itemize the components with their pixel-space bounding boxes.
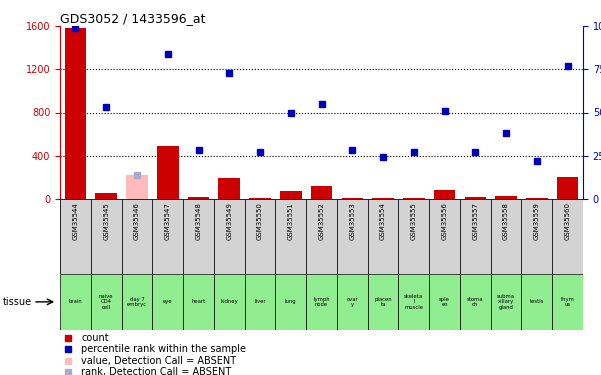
- Text: GSM35560: GSM35560: [564, 202, 570, 240]
- Bar: [495, 196, 517, 199]
- Text: heart: heart: [191, 299, 206, 304]
- Text: brain: brain: [69, 299, 82, 304]
- Bar: [372, 198, 394, 199]
- Bar: [557, 177, 578, 199]
- Text: skeleta
l
muscle: skeleta l muscle: [404, 294, 423, 310]
- Bar: [65, 28, 87, 199]
- Text: GSM35551: GSM35551: [288, 202, 294, 240]
- Bar: [153, 199, 183, 274]
- Bar: [368, 199, 398, 274]
- Bar: [219, 178, 240, 199]
- Text: GSM35548: GSM35548: [195, 202, 201, 240]
- Bar: [91, 199, 121, 274]
- Text: GSM35547: GSM35547: [165, 202, 171, 240]
- Text: GSM35557: GSM35557: [472, 202, 478, 240]
- Text: liver: liver: [254, 299, 266, 304]
- Bar: [306, 274, 337, 330]
- Text: kidney: kidney: [221, 299, 238, 304]
- Text: GSM35550: GSM35550: [257, 202, 263, 240]
- Bar: [275, 274, 306, 330]
- Bar: [429, 199, 460, 274]
- Text: GSM35555: GSM35555: [411, 202, 417, 240]
- Bar: [245, 274, 275, 330]
- Text: GSM35546: GSM35546: [134, 202, 140, 240]
- Bar: [522, 274, 552, 330]
- Bar: [153, 274, 183, 330]
- Bar: [434, 190, 456, 199]
- Text: day 7
embryc: day 7 embryc: [127, 297, 147, 307]
- Bar: [121, 199, 153, 274]
- Text: tissue: tissue: [3, 297, 32, 307]
- Bar: [214, 274, 245, 330]
- Text: lung: lung: [285, 299, 296, 304]
- Text: GSM35545: GSM35545: [103, 202, 109, 240]
- Bar: [311, 186, 332, 199]
- Text: subma
xillary
gland: subma xillary gland: [497, 294, 515, 310]
- Bar: [552, 274, 583, 330]
- Text: GSM35544: GSM35544: [73, 202, 79, 240]
- Text: sple
en: sple en: [439, 297, 450, 307]
- Bar: [183, 199, 214, 274]
- Text: GSM35552: GSM35552: [319, 202, 325, 240]
- Text: placen
ta: placen ta: [374, 297, 392, 307]
- Text: GSM35553: GSM35553: [349, 202, 355, 240]
- Text: GSM35558: GSM35558: [503, 202, 509, 240]
- Bar: [91, 274, 121, 330]
- Bar: [526, 198, 548, 199]
- Bar: [249, 198, 271, 199]
- Bar: [245, 199, 275, 274]
- Bar: [465, 197, 486, 199]
- Bar: [337, 274, 368, 330]
- Text: eye: eye: [163, 299, 172, 304]
- Bar: [306, 199, 337, 274]
- Bar: [337, 199, 368, 274]
- Bar: [280, 190, 302, 199]
- Bar: [157, 146, 178, 199]
- Text: GSM35559: GSM35559: [534, 202, 540, 240]
- Bar: [552, 199, 583, 274]
- Bar: [522, 199, 552, 274]
- Text: value, Detection Call = ABSENT: value, Detection Call = ABSENT: [81, 356, 236, 366]
- Bar: [398, 274, 429, 330]
- Text: GDS3052 / 1433596_at: GDS3052 / 1433596_at: [60, 12, 206, 25]
- Bar: [214, 199, 245, 274]
- Text: GSM35556: GSM35556: [442, 202, 448, 240]
- Bar: [126, 175, 148, 199]
- Text: stoma
ch: stoma ch: [467, 297, 484, 307]
- Bar: [341, 198, 363, 199]
- Bar: [275, 199, 306, 274]
- Bar: [460, 274, 490, 330]
- Text: lymph
node: lymph node: [313, 297, 330, 307]
- Bar: [490, 274, 522, 330]
- Text: count: count: [81, 333, 109, 343]
- Bar: [490, 199, 522, 274]
- Bar: [398, 199, 429, 274]
- Bar: [429, 274, 460, 330]
- Bar: [96, 193, 117, 199]
- Bar: [60, 274, 91, 330]
- Bar: [183, 274, 214, 330]
- Text: percentile rank within the sample: percentile rank within the sample: [81, 344, 246, 354]
- Text: rank, Detection Call = ABSENT: rank, Detection Call = ABSENT: [81, 367, 231, 375]
- Bar: [60, 199, 91, 274]
- Bar: [403, 198, 424, 199]
- Bar: [460, 199, 490, 274]
- Bar: [121, 274, 153, 330]
- Bar: [368, 274, 398, 330]
- Text: thym
us: thym us: [561, 297, 575, 307]
- Bar: [188, 197, 209, 199]
- Text: ovar
y: ovar y: [346, 297, 358, 307]
- Text: GSM35554: GSM35554: [380, 202, 386, 240]
- Text: naive
CD4
cell: naive CD4 cell: [99, 294, 114, 310]
- Text: testis: testis: [529, 299, 544, 304]
- Text: GSM35549: GSM35549: [226, 202, 232, 240]
